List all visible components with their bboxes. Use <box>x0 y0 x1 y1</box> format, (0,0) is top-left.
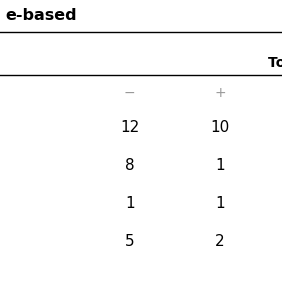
Text: 5: 5 <box>125 234 135 249</box>
Text: −: − <box>124 86 136 100</box>
Text: 12: 12 <box>120 120 139 135</box>
Text: 8: 8 <box>125 158 135 173</box>
Text: 1: 1 <box>215 196 225 211</box>
Text: e-based: e-based <box>6 8 77 23</box>
Text: 1: 1 <box>125 196 135 211</box>
Text: 2: 2 <box>215 234 225 249</box>
Text: 10: 10 <box>210 120 230 135</box>
Text: +: + <box>214 86 226 100</box>
Text: 1: 1 <box>215 158 225 173</box>
Text: Total colife: Total colife <box>268 56 282 70</box>
